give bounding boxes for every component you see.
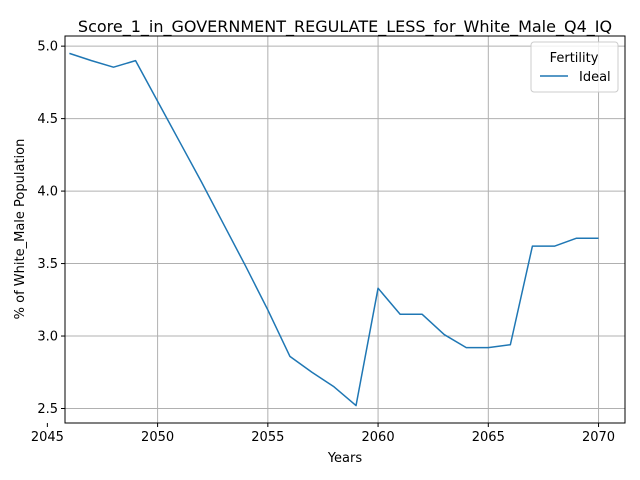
series-line-ideal — [69, 52, 599, 407]
x-tick-label: 2055 — [251, 430, 284, 445]
plot-frame — [64, 35, 626, 424]
grid — [65, 36, 625, 423]
x-tick-label: 2060 — [362, 430, 395, 445]
legend-label-ideal: Ideal — [579, 70, 611, 85]
y-tick-label: 2.5 — [37, 402, 58, 417]
y-tick-label: 3.0 — [37, 330, 58, 345]
x-tick-label: 2065 — [472, 430, 505, 445]
x-axis-label: Years — [327, 451, 363, 466]
legend-title: Fertility — [550, 51, 599, 66]
x-tick-label: 2045 — [31, 430, 64, 445]
legend-box — [530, 41, 619, 93]
y-axis-label: % of White_Male Population — [13, 139, 28, 320]
x-tick-label: 2070 — [582, 430, 615, 445]
chart-title: Score_1_in_GOVERNMENT_REGULATE_LESS_for_… — [78, 17, 612, 37]
x-tick-label: 2050 — [141, 430, 174, 445]
x-axis-ticks: 2045 2050 2055 2060 2065 2070 — [31, 423, 615, 445]
y-axis-ticks: 2.5 3.0 3.5 4.0 4.5 5.0 — [37, 40, 65, 417]
legend: Fertility Ideal — [530, 41, 619, 93]
y-tick-label: 4.0 — [37, 185, 58, 200]
y-tick-label: 4.5 — [37, 112, 58, 127]
y-tick-label: 3.5 — [37, 257, 58, 272]
series-layer — [69, 52, 599, 407]
y-tick-label: 5.0 — [37, 40, 58, 55]
